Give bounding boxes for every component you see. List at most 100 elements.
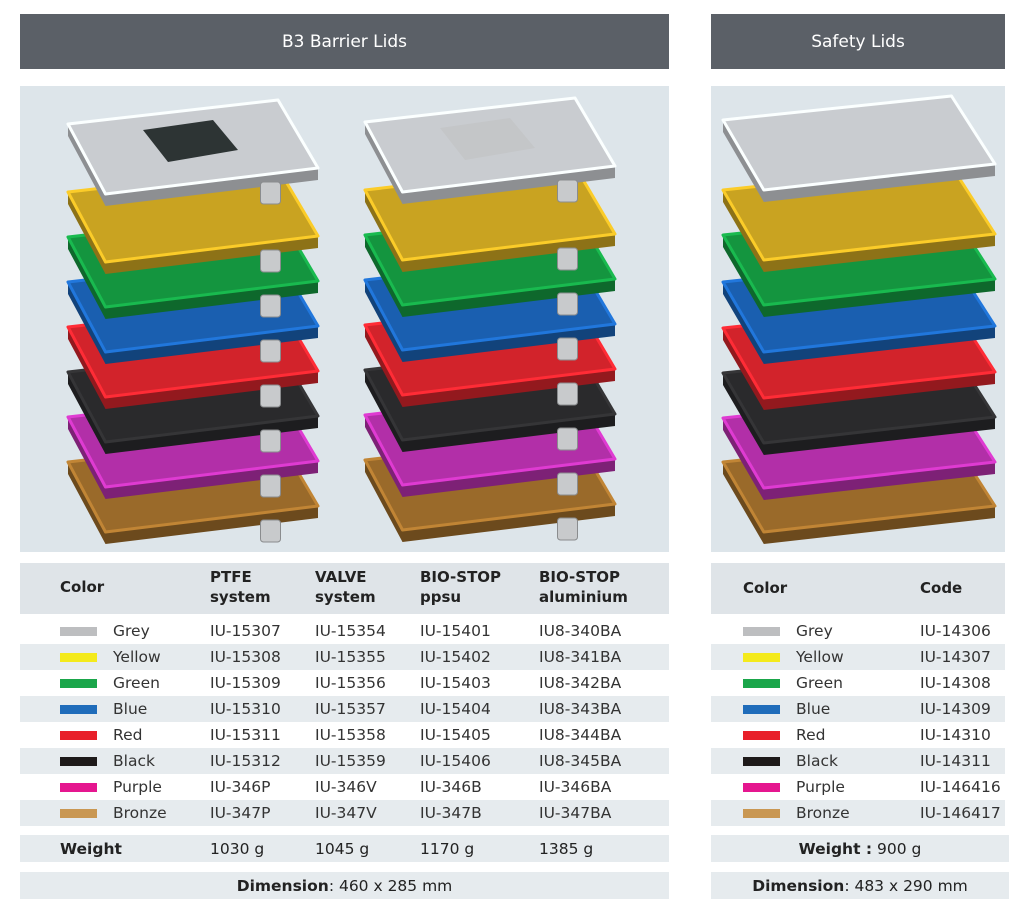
color-swatch: [60, 705, 97, 714]
b3-dimension-row: Dimension: 460 x 285 mm: [20, 872, 669, 899]
product-code: IU-14307: [920, 648, 991, 666]
product-code: IU-347B: [420, 804, 482, 822]
product-code: IU-15402: [420, 648, 491, 666]
color-name: Red: [796, 726, 826, 744]
safety-lids-image: [711, 86, 1005, 552]
product-code: IU-15406: [420, 752, 491, 770]
product-code: IU-15354: [315, 622, 386, 640]
lid-0: [66, 98, 320, 206]
product-code: IU8-343BA: [539, 700, 622, 718]
product-code: IU-14306: [920, 622, 991, 640]
table-row: Green IU-14308: [711, 670, 1005, 696]
b3-weight-row: Weight 1030 g 1045 g 1170 g 1385 g: [20, 835, 669, 862]
table-row: Blue IU-14309: [711, 696, 1005, 722]
weight-value: 900 g: [872, 839, 922, 858]
product-code: IU-15310: [210, 700, 281, 718]
table-row: Blue IU-15310 IU-15357 IU-15404 IU8-343BA: [20, 696, 669, 722]
table-row: Yellow IU-14307: [711, 644, 1005, 670]
product-code: IU-14310: [920, 726, 991, 744]
product-code: IU-15311: [210, 726, 281, 744]
color-name: Blue: [113, 700, 148, 718]
b3-barrier-lids-image: [20, 86, 669, 552]
header-text: aluminium: [539, 588, 628, 606]
weight-label: Weight: [60, 840, 122, 858]
header-text: VALVE: [315, 568, 367, 586]
product-code: IU-15307: [210, 622, 281, 640]
color-swatch: [743, 783, 780, 792]
product-code: IU-15401: [420, 622, 491, 640]
product-code: IU-15403: [420, 674, 491, 692]
table-row: Yellow IU-15308 IU-15355 IU-15402 IU8-341BA: [20, 644, 669, 670]
color-name: Yellow: [796, 648, 844, 666]
color-name: Grey: [113, 622, 150, 640]
product-code: IU-346BA: [539, 778, 612, 796]
safety-dimension-row: Dimension: 483 x 290 mm: [711, 872, 1009, 899]
dimension-label: Dimension: [236, 876, 329, 895]
header-column: VALVE system: [315, 567, 376, 607]
product-code: IU-15404: [420, 700, 491, 718]
product-code: IU-146416: [920, 778, 1001, 796]
header-column: PTFE system: [210, 567, 271, 607]
header-column: BIO-STOP ppsu: [420, 567, 501, 607]
header-text: system: [210, 588, 271, 606]
color-swatch: [60, 731, 97, 740]
color-name: Bronze: [113, 804, 167, 822]
weight-value: 1045 g: [315, 840, 370, 858]
product-code: IU8-342BA: [539, 674, 622, 692]
b3-table-header: Color PTFE system VALVE system BIO-STOP ppsu BI…: [20, 563, 669, 614]
weight-value: 1170 g: [420, 840, 475, 858]
product-code: IU-347V: [315, 804, 377, 822]
product-code: IU-15355: [315, 648, 386, 666]
color-name: Purple: [113, 778, 162, 796]
color-swatch: [743, 731, 780, 740]
weight-value: 1030 g: [210, 840, 265, 858]
safety-weight-row: Weight : 900 g: [711, 835, 1009, 862]
product-code: IU8-340BA: [539, 622, 622, 640]
product-code: IU-15312: [210, 752, 281, 770]
product-code: IU-347P: [210, 804, 271, 822]
color-name: Grey: [796, 622, 833, 640]
product-code: IU-346B: [420, 778, 482, 796]
table-row: Bronze IU-146417: [711, 800, 1005, 826]
color-name: Black: [796, 752, 838, 770]
table-row: Red IU-14310: [711, 722, 1005, 748]
color-swatch: [743, 653, 780, 662]
color-swatch: [60, 783, 97, 792]
product-code: IU-146417: [920, 804, 1001, 822]
dimension-value: : 460 x 285 mm: [328, 876, 453, 895]
table-row: Red IU-15311 IU-15358 IU-15405 IU8-344BA: [20, 722, 669, 748]
safety-table-header: Color Code: [711, 563, 1005, 614]
product-code: IU8-341BA: [539, 648, 622, 666]
dimension-value: : 483 x 290 mm: [844, 876, 968, 895]
table-row: Grey IU-15307 IU-15354 IU-15401 IU8-340BA: [20, 618, 669, 644]
section-title: Safety Lids: [811, 31, 905, 52]
product-code: IU8-344BA: [539, 726, 622, 744]
product-code: IU-15357: [315, 700, 386, 718]
lid-0: [363, 96, 617, 204]
product-code: IU-14308: [920, 674, 991, 692]
table-row: Bronze IU-347P IU-347V IU-347B IU-347BA: [20, 800, 669, 826]
product-code: IU-14309: [920, 700, 991, 718]
color-swatch: [743, 757, 780, 766]
product-code: IU-15309: [210, 674, 281, 692]
weight-value: 1385 g: [539, 840, 594, 858]
table-row: Black IU-14311: [711, 748, 1005, 774]
header-text: BIO-STOP: [420, 568, 502, 586]
table-row: Green IU-15309 IU-15356 IU-15403 IU8-342BA: [20, 670, 669, 696]
header-text: Color: [60, 578, 105, 596]
color-name: Black: [113, 752, 155, 770]
color-name: Green: [113, 674, 160, 692]
color-swatch: [743, 627, 780, 636]
header-column: Color: [60, 577, 104, 597]
product-code: IU8-345BA: [539, 752, 622, 770]
color-name: Red: [113, 726, 143, 744]
product-code: IU-346P: [210, 778, 271, 796]
product-code: IU-15405: [420, 726, 491, 744]
lid-0: [721, 94, 997, 202]
table-row: Grey IU-14306: [711, 618, 1005, 644]
color-swatch: [60, 679, 97, 688]
table-row: Purple IU-346P IU-346V IU-346B IU-346BA: [20, 774, 669, 800]
color-name: Purple: [796, 778, 845, 796]
product-code: IU-15358: [315, 726, 386, 744]
table-row: Purple IU-146416: [711, 774, 1005, 800]
